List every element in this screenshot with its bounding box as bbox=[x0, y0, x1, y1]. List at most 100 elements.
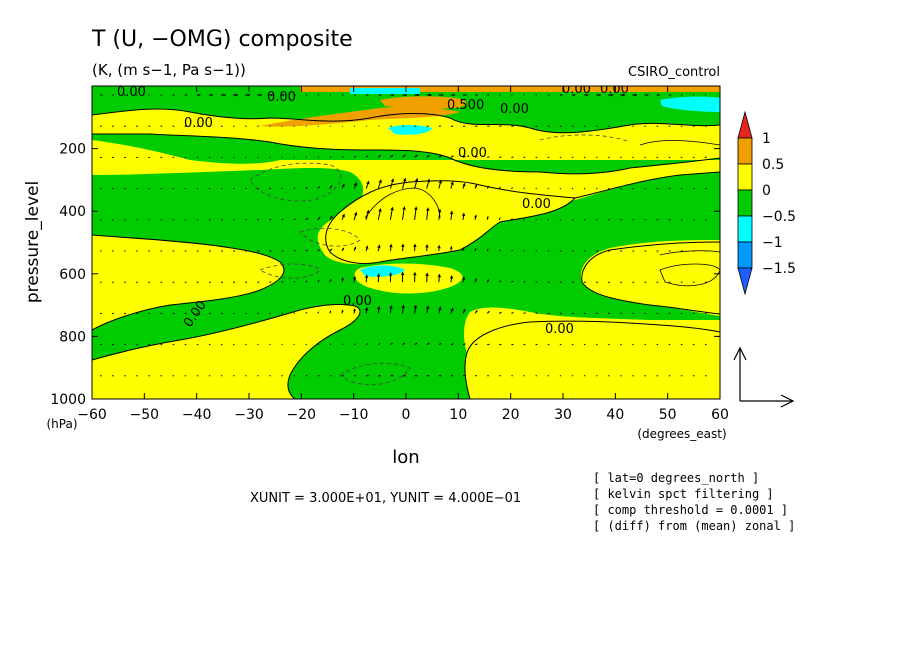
x-tick-label: −40 bbox=[182, 407, 212, 423]
wind-vector-arrow bbox=[305, 311, 308, 314]
y-tick-label: 200 bbox=[59, 142, 86, 158]
wind-vector-arrow bbox=[438, 155, 442, 158]
strong-negative-patch-2 bbox=[360, 265, 405, 277]
wind-vector-arrow bbox=[389, 178, 395, 189]
wind-vector-arrow bbox=[426, 342, 430, 346]
contour-label: 0.00 bbox=[500, 102, 529, 117]
wind-vector-arrow bbox=[293, 187, 296, 190]
wind-vector-arrow bbox=[353, 211, 358, 220]
wind-vector-arrow bbox=[389, 207, 394, 220]
wind-vector-arrow bbox=[208, 93, 214, 97]
wind-vector-arrow bbox=[426, 154, 430, 158]
positive-region-center bbox=[325, 180, 575, 264]
wind-vector-arrow bbox=[341, 155, 344, 158]
wind-vector-arrow bbox=[341, 309, 344, 314]
wind-vector-arrow bbox=[426, 93, 432, 97]
wind-vector-arrow bbox=[596, 93, 601, 97]
x-tick-label: −10 bbox=[339, 407, 369, 423]
wind-vector-arrow bbox=[305, 249, 308, 252]
wind-vector-arrow bbox=[656, 94, 660, 96]
contour-label: 0.00 bbox=[562, 82, 591, 97]
wind-vector-arrow bbox=[571, 93, 576, 97]
wind-vector-arrow bbox=[523, 218, 525, 221]
contour-label: 0.00 bbox=[343, 294, 372, 309]
wind-vector-arrow bbox=[511, 312, 514, 314]
x-tick-label: −50 bbox=[130, 407, 160, 423]
wind-vector-arrow bbox=[474, 278, 478, 283]
wind-vector-arrow bbox=[474, 343, 478, 346]
contour-label: 0.00 bbox=[184, 116, 213, 131]
chart-subtitle: (K, (m s−1, Pa s−1)) bbox=[92, 61, 246, 79]
vector-unit-text: XUNIT = 3.000E+01, YUNIT = 4.000E−01 bbox=[250, 491, 521, 506]
wind-vector-arrow bbox=[305, 280, 308, 283]
wind-vector-arrow bbox=[402, 342, 406, 346]
colorbar-label: −1 bbox=[762, 235, 783, 251]
wind-vector-arrow bbox=[353, 182, 358, 189]
wind-vector-arrow bbox=[377, 244, 381, 252]
wind-vector-arrow bbox=[293, 218, 296, 221]
wind-vector-arrow bbox=[425, 244, 429, 252]
wind-vector-arrow bbox=[414, 178, 419, 189]
wind-vector-arrow bbox=[221, 93, 226, 97]
chart-title: T (U, −OMG) composite bbox=[91, 27, 353, 52]
wind-vector-arrow bbox=[437, 273, 442, 283]
wind-vector-arrow bbox=[510, 218, 513, 221]
wind-vector-arrow bbox=[365, 343, 369, 346]
colorbar-cell bbox=[737, 189, 753, 217]
wind-vector-arrow bbox=[462, 276, 466, 283]
wind-vector-arrow bbox=[438, 375, 442, 377]
contour-label: 0.500 bbox=[447, 98, 484, 113]
wind-vector-arrow bbox=[378, 342, 381, 346]
note-line: [ lat=0 degrees_north ] bbox=[593, 471, 759, 485]
wind-vector-arrow bbox=[390, 93, 395, 97]
wind-vector-arrow bbox=[388, 272, 393, 283]
wind-vector-arrow bbox=[499, 311, 502, 314]
x-tick-label: 20 bbox=[502, 407, 520, 423]
wind-vector-arrow bbox=[365, 210, 370, 220]
wind-vector-arrow bbox=[474, 248, 477, 252]
y-axis-ticks bbox=[92, 148, 720, 400]
strong-negative-patch-4 bbox=[350, 88, 420, 94]
wind-vector-arrow bbox=[425, 305, 430, 314]
wind-vector-arrow bbox=[474, 155, 478, 158]
wind-vector-arrow bbox=[293, 312, 295, 314]
strong-positive-region bbox=[260, 106, 460, 127]
wind-vector-arrow bbox=[233, 93, 239, 97]
wind-vector-arrow bbox=[486, 248, 489, 252]
wind-vector-arrow bbox=[462, 155, 466, 158]
wind-vector-arrow bbox=[317, 279, 320, 283]
x-axis-tick-labels: −60 −50 −40 −30 −20 −10 0 10 20 30 40 50 60 bbox=[77, 407, 729, 423]
wind-vector-arrow bbox=[584, 93, 589, 97]
wind-vector-arrow bbox=[450, 181, 454, 189]
contour-label: 0.00 bbox=[522, 197, 551, 212]
wind-vector-arrow bbox=[425, 207, 430, 220]
wind-vector-arrow bbox=[329, 185, 333, 189]
wind-vector-arrow bbox=[644, 93, 649, 97]
colorbar-cell bbox=[737, 215, 753, 243]
wind-vector-arrow bbox=[463, 93, 467, 97]
wind-vector-arrow bbox=[498, 249, 501, 252]
wind-vector-arrow bbox=[413, 272, 417, 283]
wind-vector-arrow bbox=[474, 184, 478, 189]
contour-lines bbox=[92, 108, 720, 399]
wind-vector-arrow bbox=[632, 93, 637, 97]
wind-vector-arrow bbox=[414, 154, 418, 158]
wind-vector-arrow bbox=[498, 217, 501, 220]
y-tick-label: 600 bbox=[59, 267, 86, 283]
wind-vector-arrow bbox=[353, 246, 357, 252]
wind-vector-arrow bbox=[450, 93, 456, 97]
wind-vector-arrow bbox=[450, 343, 454, 346]
wind-vector-arrow bbox=[402, 206, 406, 220]
wind-vector-arrow bbox=[365, 180, 370, 189]
positive-region-bottom-right bbox=[464, 321, 720, 399]
strong-positive-band-top bbox=[300, 86, 720, 92]
colorbar-label: −1.5 bbox=[762, 261, 796, 277]
wind-vector-arrow bbox=[450, 155, 454, 158]
wind-vector-arrow bbox=[401, 243, 405, 252]
x-axis-title: lon bbox=[392, 447, 419, 468]
y-axis-unit: (hPa) bbox=[46, 417, 77, 431]
wind-vector-arrow bbox=[475, 94, 478, 96]
x-tick-label: 10 bbox=[449, 407, 467, 423]
wind-vector-arrow bbox=[414, 374, 418, 377]
